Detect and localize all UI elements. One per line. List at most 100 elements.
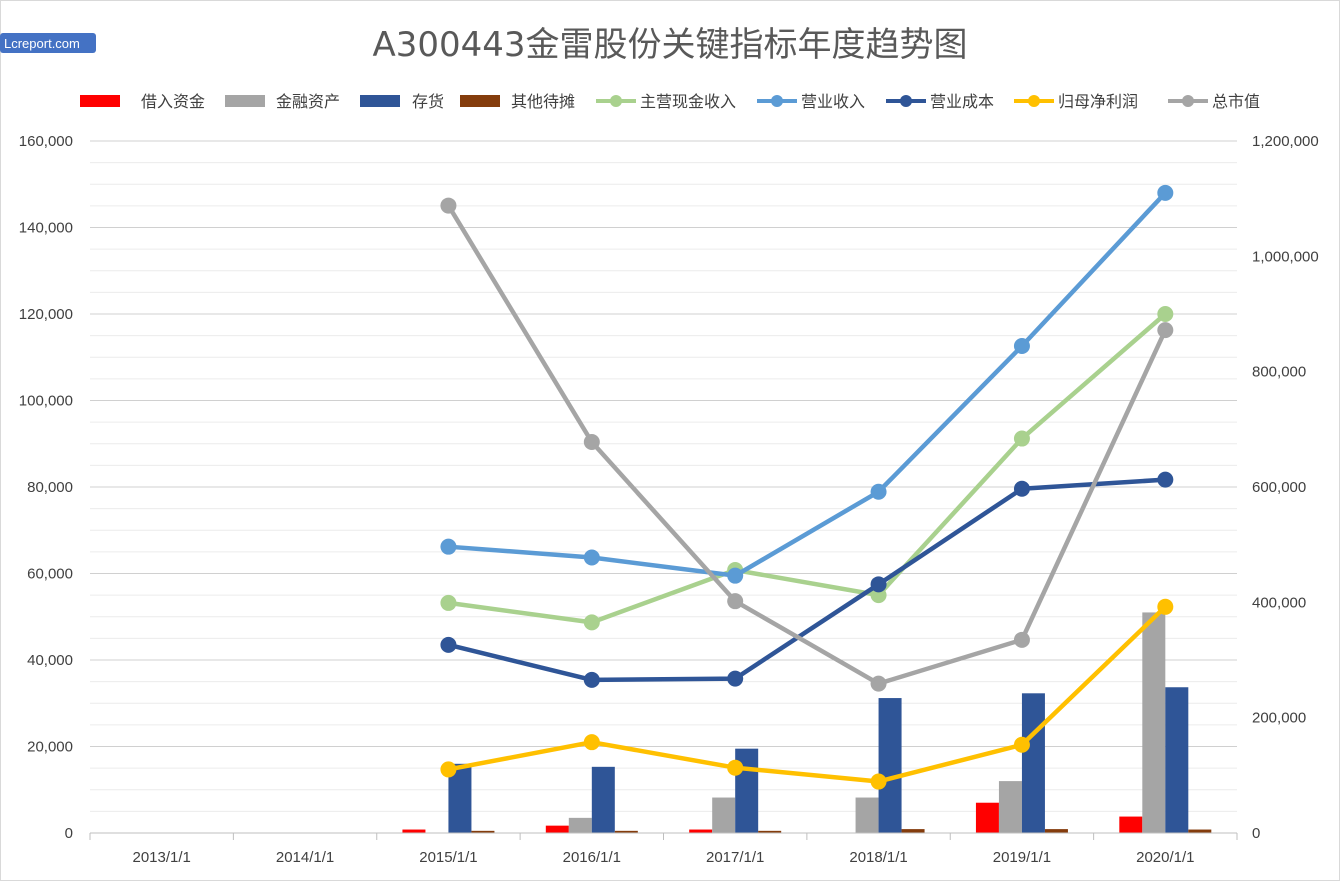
series-point [870,773,887,790]
legend-swatch-marker [1182,95,1194,107]
series-point [440,636,457,653]
bar [568,817,592,833]
y-right-tick-label: 1,000,000 [1252,248,1319,265]
legend-label: 借入资金 [141,92,205,111]
series-line [446,203,1168,686]
bar [402,829,426,833]
x-tick-label: 2018/1/1 [849,849,907,866]
bar [591,766,615,833]
legend-swatch-marker [900,95,912,107]
y-left-tick-label: 20,000 [27,739,73,756]
bar [448,763,472,833]
y-right-tick-label: 800,000 [1252,364,1306,381]
legend-swatch [360,95,400,107]
bar [901,829,925,833]
series-point [583,734,600,751]
series-point [440,197,457,214]
series-point [727,670,744,687]
bar [1044,829,1068,833]
series-point [1157,184,1174,201]
y-left-tick-label: 100,000 [19,393,73,410]
bar [758,830,782,833]
x-tick-label: 2014/1/1 [276,849,334,866]
series-point [583,434,600,451]
series-point [1013,631,1030,648]
legend-swatch [460,95,500,107]
x-tick-label: 2016/1/1 [563,849,621,866]
bar [1119,816,1143,833]
series-line [446,604,1168,784]
legend-swatch-marker [610,95,622,107]
y-right-tick-label: 600,000 [1252,479,1306,496]
series-point [870,576,887,593]
y-left-tick-label: 60,000 [27,566,73,583]
y-right-tick-label: 0 [1252,825,1260,842]
series-point [583,671,600,688]
legend-swatch [225,95,265,107]
series-point [583,549,600,566]
legend-swatch [80,95,120,107]
series-point [727,759,744,776]
bar [545,825,569,833]
series-point [1157,471,1174,488]
legend-label: 归母净利润 [1058,92,1138,111]
bar [1188,829,1212,833]
series-point [727,567,744,584]
axes: 2013/1/1 2014/1/1 2015/1/1 2016/1/1 2017/1/1… [19,133,1319,866]
y-left-tick-label: 0 [65,825,73,842]
legend-swatch-marker [771,95,783,107]
series-point [1157,598,1174,615]
line-layer [440,184,1174,790]
bar [614,830,638,833]
legend-label: 金融资产 [276,92,340,111]
bar [689,829,713,833]
series-point [1157,322,1174,339]
series-point [1013,736,1030,753]
legend-label: 存货 [412,92,444,111]
x-tick-label: 2017/1/1 [706,849,764,866]
legend-swatch-marker [1028,95,1040,107]
series-line [446,477,1168,683]
bar [471,830,495,833]
legend: 借入资金 金融资产 存货 其他待摊 主营现金收入 营业收入 营业成本 归母净利润 总市值 [80,92,1260,111]
series-point [440,538,457,555]
y-right-tick-label: 1,200,000 [1252,133,1319,150]
bar [975,802,999,833]
y-right-tick-label: 400,000 [1252,594,1306,611]
series-point [1013,480,1030,497]
y-left-tick-label: 140,000 [19,220,73,237]
y-left-tick-label: 40,000 [27,652,73,669]
legend-label: 营业收入 [801,92,865,111]
legend-label: 其他待摊 [511,92,575,111]
watermark-text: Lcreport.com [4,36,80,51]
series-point [440,761,457,778]
legend-label: 主营现金收入 [640,92,736,111]
legend-label: 营业成本 [930,92,994,111]
x-tick-label: 2015/1/1 [419,849,477,866]
x-tick-label: 2013/1/1 [132,849,190,866]
legend-label: 总市值 [1212,92,1260,111]
series-point [870,675,887,692]
y-left-tick-label: 80,000 [27,479,73,496]
series-point [1157,306,1174,322]
y-left-tick-label: 160,000 [19,133,73,150]
series-line [446,190,1168,578]
series-point [583,614,600,631]
y-left-tick-label: 120,000 [19,306,73,323]
series-point [1013,430,1030,447]
bar [855,797,879,833]
y-right-tick-label: 200,000 [1252,710,1306,727]
chart-title: A300443金雷股份关键指标年度趋势图 [372,25,967,65]
series-point [1013,338,1030,355]
series-point [440,594,457,611]
x-tick-label: 2020/1/1 [1136,849,1194,866]
bar [1142,612,1166,833]
bar [878,698,902,833]
series-point [727,593,744,610]
x-tick-label: 2019/1/1 [993,849,1051,866]
series-point [870,483,887,500]
watermark: Lcreport.com [0,33,96,53]
